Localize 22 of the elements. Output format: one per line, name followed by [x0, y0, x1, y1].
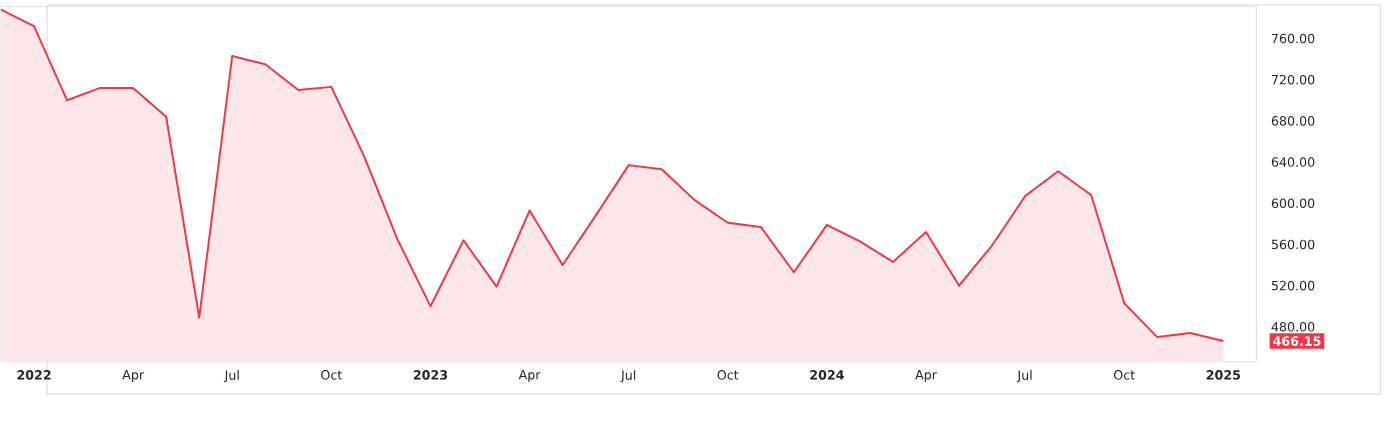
x-tick-label: Oct: [1113, 370, 1135, 380]
y-tick-label: 560.00: [1271, 239, 1315, 250]
text: 466.15: [1273, 336, 1321, 346]
y-tick-label: 640.00: [1271, 157, 1315, 167]
x-tick-label: Oct: [321, 370, 342, 380]
x-tick-label: 2024: [810, 370, 844, 380]
y-tick-label: 760.00: [1271, 33, 1315, 44]
x-tick-label: 2022: [17, 370, 51, 380]
y-tick-label: 680.00: [1271, 116, 1315, 126]
x-tick-label: 2025: [1206, 370, 1241, 380]
x-tick-label: Apr: [915, 370, 937, 382]
y-tick-label: 600.00: [1271, 198, 1315, 209]
y-tick-label: 720.00: [1271, 74, 1315, 85]
x-tick-label: Oct: [717, 370, 739, 380]
y-tick-label: 520.00: [1271, 280, 1315, 291]
y-tick-label: 480.00: [1271, 322, 1315, 332]
x-tick-label: Jul: [1016, 370, 1032, 383]
x-tick-label: Apr: [122, 370, 145, 382]
x-tick-label: Jul: [620, 370, 636, 383]
x-tick-label: 2023: [413, 370, 448, 380]
x-tick-label: Jul: [223, 370, 239, 383]
x-tick-label: Apr: [518, 370, 541, 382]
